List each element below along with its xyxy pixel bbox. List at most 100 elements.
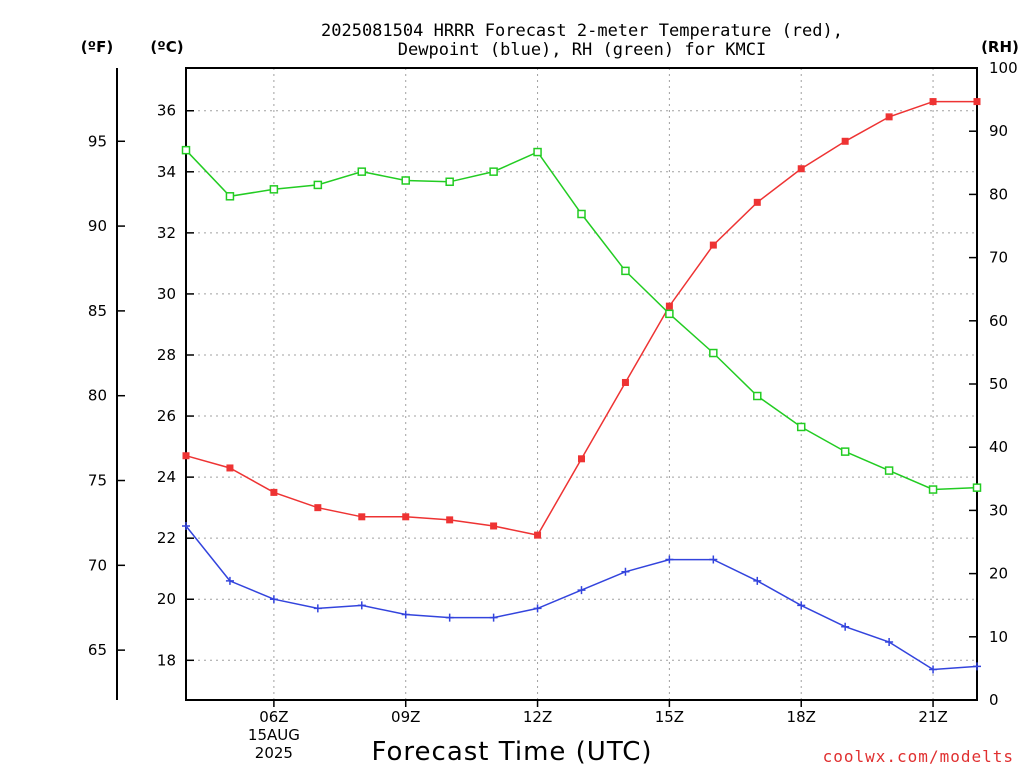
fahrenheit-axis-unit: (ºF) [81, 38, 113, 56]
data-point-2-meter-temperature [226, 464, 234, 472]
fahrenheit-tick-label: 90 [88, 217, 107, 235]
rh-tick-label: 60 [989, 312, 1008, 330]
data-point-2-meter-temperature [446, 516, 454, 524]
celsius-tick-label: 28 [157, 346, 176, 364]
rh-tick-label: 70 [989, 249, 1008, 267]
x-tick-date: 15AUG [248, 726, 300, 744]
data-point-dewpoint [225, 576, 234, 585]
data-point-rh [621, 266, 630, 276]
series-line-2-meter-temperature [185, 100, 977, 536]
data-point-2-meter-temperature [534, 531, 542, 539]
data-point-2-meter-temperature [490, 522, 498, 530]
credit-text[interactable]: coolwx.com/modelts [823, 747, 1014, 766]
series-dewpoint [182, 521, 981, 674]
data-point-dewpoint [269, 595, 278, 604]
data-point-2-meter-temperature [709, 241, 717, 249]
series-line-dewpoint [185, 525, 978, 671]
data-point-dewpoint [357, 601, 366, 610]
data-point-dewpoint [533, 604, 542, 613]
celsius-tick-label: 20 [157, 590, 176, 608]
series-2-meter-temperature [182, 98, 981, 539]
fahrenheit-tick-label: 70 [88, 556, 107, 574]
rh-tick-label: 80 [989, 185, 1008, 203]
fahrenheit-tick-label: 80 [88, 387, 107, 405]
celsius-tick-label: 26 [157, 407, 176, 425]
x-tick-year: 2025 [255, 744, 293, 762]
data-point-dewpoint [445, 613, 454, 622]
celsius-tick-label: 32 [157, 224, 176, 242]
data-point-2-meter-temperature [358, 513, 366, 521]
data-point-2-meter-temperature [753, 198, 761, 206]
chart-title-line2: Dewpoint (blue), RH (green) for KMCI [398, 40, 766, 60]
data-point-rh [840, 447, 850, 456]
data-point-dewpoint [313, 604, 322, 613]
x-tick-label: 06Z [259, 708, 288, 726]
celsius-tick-label: 30 [157, 285, 176, 303]
celsius-tick-label: 18 [157, 651, 176, 669]
series-line-rh [185, 149, 978, 491]
data-point-rh [269, 185, 279, 194]
x-tick-label: 09Z [391, 708, 420, 726]
data-point-rh [709, 348, 718, 358]
fahrenheit-tick-label: 75 [88, 472, 107, 490]
data-point-2-meter-temperature [270, 488, 278, 496]
celsius-axis-unit: (ºC) [150, 38, 183, 56]
data-point-rh [665, 309, 674, 319]
data-point-rh [181, 145, 191, 155]
data-point-2-meter-temperature [578, 455, 585, 463]
chart-title-line1: 2025081504 HRRR Forecast 2-meter Tempera… [321, 21, 843, 41]
data-point-2-meter-temperature [797, 165, 805, 173]
rh-tick-label: 10 [989, 628, 1008, 646]
x-tick-label: 15Z [655, 708, 684, 726]
data-point-rh [753, 391, 762, 401]
celsius-axis-ticks: 18 20 22 24 26 28 30 32 34 36 [157, 102, 194, 669]
data-point-rh [972, 483, 982, 492]
rh-axis-ticks: 0 10 20 30 40 50 60 70 80 90 100 [969, 59, 1018, 709]
x-tick-label: 21Z [918, 708, 947, 726]
data-point-2-meter-temperature [182, 452, 190, 460]
fahrenheit-tick-label: 65 [88, 641, 107, 659]
data-point-dewpoint [489, 613, 498, 622]
x-tick-label: 12Z [523, 708, 552, 726]
data-point-2-meter-temperature [885, 113, 893, 121]
rh-tick-label: 20 [989, 565, 1008, 583]
fahrenheit-axis-ticks: 65 70 75 80 85 90 95 [88, 132, 125, 659]
data-point-rh [313, 180, 323, 190]
data-point-rh [928, 485, 938, 494]
rh-tick-label: 30 [989, 501, 1008, 519]
data-point-dewpoint [182, 521, 190, 530]
rh-tick-label: 50 [989, 375, 1008, 393]
data-point-2-meter-temperature [973, 98, 981, 106]
data-point-rh [357, 167, 367, 176]
x-tick-label: 18Z [787, 708, 816, 726]
data-point-rh [489, 167, 498, 176]
data-point-rh [884, 466, 894, 475]
fahrenheit-tick-label: 95 [88, 132, 107, 150]
data-point-dewpoint [665, 555, 674, 564]
data-point-2-meter-temperature [621, 378, 629, 386]
celsius-tick-label: 34 [157, 163, 176, 181]
data-point-dewpoint [621, 567, 630, 576]
data-point-dewpoint [577, 586, 586, 595]
data-point-rh [225, 192, 235, 201]
data-point-dewpoint [973, 662, 981, 671]
series-rh [181, 145, 982, 494]
data-point-rh [445, 177, 454, 187]
data-point-2-meter-temperature [841, 137, 849, 145]
data-point-dewpoint [753, 576, 762, 585]
data-point-2-meter-temperature [314, 504, 322, 512]
data-point-2-meter-temperature [665, 302, 673, 310]
x-axis-label: Forecast Time (UTC) [371, 737, 652, 767]
data-point-dewpoint [709, 555, 718, 564]
data-point-rh [533, 147, 542, 157]
rh-tick-label: 90 [989, 122, 1008, 140]
data-point-rh [577, 209, 586, 219]
celsius-tick-label: 24 [157, 468, 176, 486]
celsius-tick-label: 22 [157, 529, 176, 547]
data-point-dewpoint [841, 622, 850, 631]
data-point-dewpoint [929, 665, 938, 674]
celsius-tick-label: 36 [157, 102, 176, 120]
data-series [181, 98, 982, 674]
data-point-rh [401, 176, 410, 185]
